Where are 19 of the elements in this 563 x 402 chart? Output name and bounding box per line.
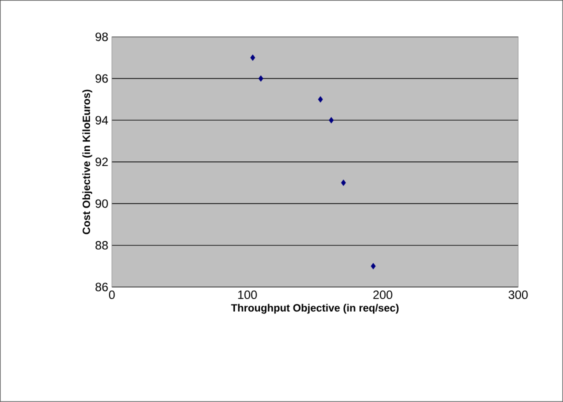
- y-tick-label: 90: [96, 199, 108, 208]
- x-tick-label: 0: [109, 290, 115, 300]
- point: [258, 75, 264, 82]
- point: [328, 117, 334, 124]
- x-tick-label: 200: [373, 290, 392, 300]
- y-axis-title: Cost Objective (in KiloEuros): [82, 90, 92, 234]
- x-axis-title: Throughput Objective (in req/sec): [231, 304, 399, 314]
- y-tick-label: 88: [96, 241, 108, 250]
- y-tick-label: 94: [96, 116, 108, 125]
- x-tick-label: 300: [508, 290, 528, 300]
- y-tick-label: 92: [96, 158, 108, 166]
- point: [250, 54, 256, 61]
- x-tick-label: 100: [238, 290, 257, 300]
- point: [341, 180, 346, 186]
- point: [318, 96, 323, 103]
- y-tick-label: 86: [96, 282, 108, 292]
- y-tick-label: 96: [96, 74, 108, 83]
- point: [370, 263, 376, 270]
- y-tick-label: 98: [96, 32, 108, 42]
